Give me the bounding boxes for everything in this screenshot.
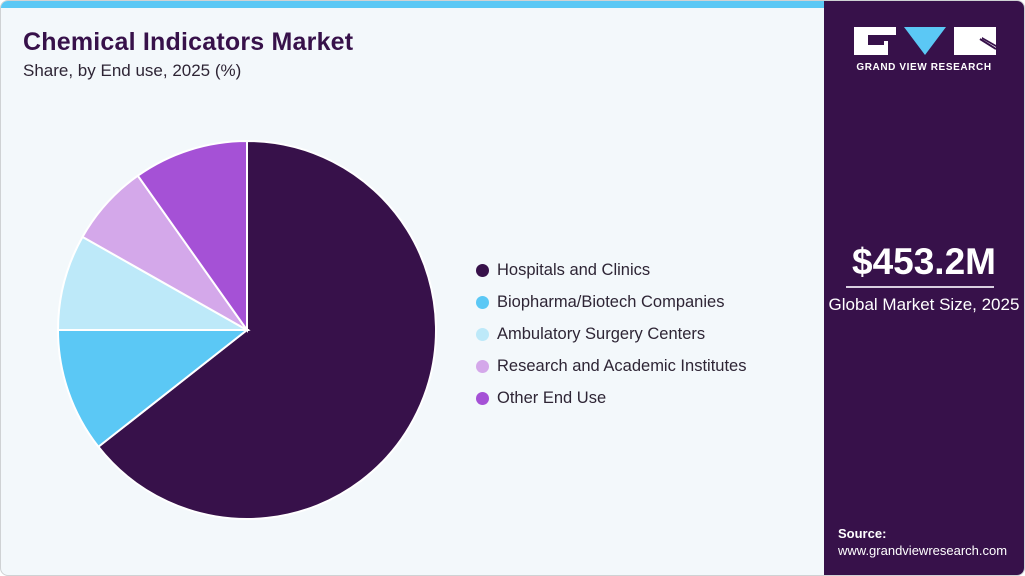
legend-label: Ambulatory Surgery Centers	[497, 324, 706, 343]
source-label: Source:	[838, 526, 887, 541]
legend-dot-icon	[476, 327, 489, 341]
market-size-label: Global Market Size, 2025	[828, 295, 1020, 314]
legend-item: Other End Use	[476, 382, 746, 414]
divider	[846, 286, 994, 288]
source-link[interactable]: www.grandviewresearch.com	[838, 543, 1008, 558]
legend-label: Research and Academic Institutes	[497, 356, 747, 375]
legend-label: Hospitals and Clinics	[497, 260, 651, 279]
legend-label: Biopharma/Biotech Companies	[497, 292, 725, 311]
accent-top-bar	[1, 1, 824, 8]
legend-item: Ambulatory Surgery Centers	[476, 318, 746, 350]
legend-dot-icon	[476, 391, 489, 405]
sidebar-panel: GRAND VIEW RESEARCH $453.2M Global Marke…	[824, 1, 1024, 575]
legend-item: Hospitals and Clinics	[476, 254, 746, 286]
logo-text: GRAND VIEW RESEARCH	[856, 62, 992, 73]
pie-slice	[56, 329, 250, 449]
pie-chart	[56, 139, 437, 520]
legend-dot-icon	[476, 295, 489, 309]
market-size-value: $453.2M	[852, 241, 996, 282]
chart-title: Chemical Indicators Market	[23, 28, 354, 56]
pie-slice	[96, 139, 437, 520]
grand-view-research-logo-icon	[854, 27, 996, 55]
pie-slice	[56, 235, 251, 331]
legend-dot-icon	[476, 359, 489, 373]
legend-item: Biopharma/Biotech Companies	[476, 286, 746, 318]
legend: Hospitals and Clinics Biopharma/Biotech …	[476, 254, 746, 414]
legend-dot-icon	[476, 263, 489, 277]
legend-item: Research and Academic Institutes	[476, 350, 746, 382]
chart-subtitle: Share, by End use, 2025 (%)	[23, 61, 242, 80]
pie-slice	[136, 139, 248, 334]
legend-label: Other End Use	[497, 388, 607, 407]
